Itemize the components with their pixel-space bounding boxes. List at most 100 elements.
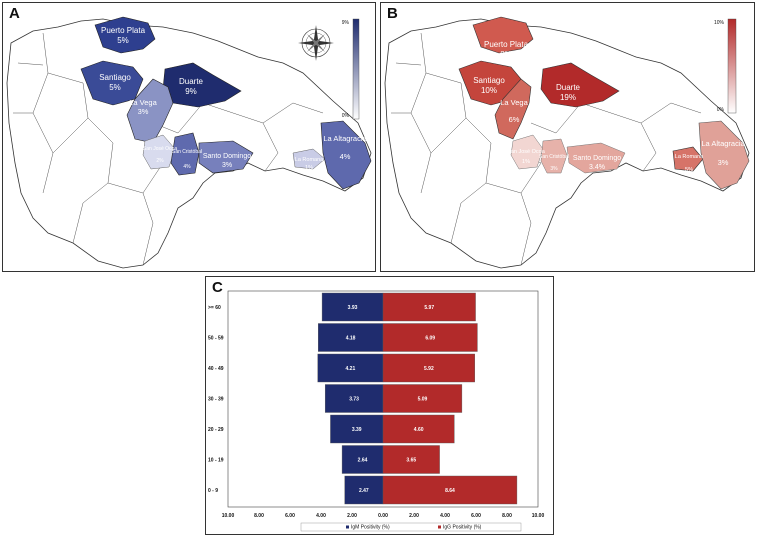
panel-c-chart: C 3.93 5.97 4.18 6.09 4.21 5.92 3.73 5.09 3.39 4.… bbox=[205, 276, 554, 535]
b-label-la-altagracia-value: 3% bbox=[718, 158, 729, 167]
b-label-san-cristobal-value: 3% bbox=[550, 166, 558, 172]
bar-igg bbox=[382, 445, 440, 474]
a-label-la-altagracia-name: La Altagracia bbox=[323, 134, 367, 143]
bar-igm-label: 3.73 bbox=[349, 397, 359, 403]
a-label-la-altagracia-value: 4% bbox=[340, 152, 351, 161]
category-label: 30 - 39 bbox=[208, 397, 224, 403]
bar-igm bbox=[344, 475, 384, 505]
bar-igm bbox=[318, 323, 384, 352]
category-label: 10 - 19 bbox=[208, 458, 224, 464]
b-label-santiago-value: 10% bbox=[481, 86, 497, 95]
bar-igg-label: 5.09 bbox=[418, 397, 428, 403]
province-b-la-altagracia bbox=[698, 120, 750, 190]
legend-b-min: 0% bbox=[717, 107, 725, 113]
bar-igm-label: 4.18 bbox=[346, 336, 356, 342]
bar-igm bbox=[321, 292, 384, 322]
bar-igg bbox=[382, 384, 463, 413]
x-tick-label: 2.00 bbox=[409, 513, 419, 519]
category-label: 0 - 9 bbox=[208, 488, 218, 494]
bar-igg bbox=[382, 475, 518, 505]
province-san-cristobal bbox=[170, 132, 200, 176]
b-label-la-vega-name: La Vega bbox=[500, 98, 528, 107]
province-la-altagracia bbox=[320, 120, 372, 190]
legend-igm-swatch bbox=[346, 525, 349, 529]
a-label-puerto-plata-value: 5% bbox=[117, 36, 129, 45]
province-b-la-romana bbox=[672, 146, 704, 172]
a-label-santiago-name: Santiago bbox=[99, 73, 131, 82]
province-la-vega bbox=[126, 78, 174, 144]
bar-igm bbox=[341, 445, 384, 474]
x-tick-label: 2.00 bbox=[347, 513, 357, 519]
b-label-san-jose-ocoa-value: 1% bbox=[522, 159, 530, 165]
b-label-santiago-name: Santiago bbox=[473, 76, 505, 85]
chart-legend: IgM Positivity (%) IgG Positivity (%) bbox=[300, 522, 522, 532]
bar-igg-label: 6.09 bbox=[425, 336, 435, 342]
x-tick-label: 4.00 bbox=[316, 513, 326, 519]
b-label-la-altagracia-name: La Altagracia bbox=[701, 139, 745, 148]
bar-igg bbox=[382, 292, 476, 322]
a-label-la-romana-name: La Romana bbox=[295, 157, 324, 163]
bar-igg-label: 3.65 bbox=[406, 458, 416, 464]
x-tick-label: 10.00 bbox=[532, 513, 545, 519]
province-b-san-cristobal bbox=[540, 138, 568, 174]
a-label-la-vega-name: La Vega bbox=[129, 98, 157, 107]
panel-b-map: B Puerto Plata 8% Santiago 10% Duarte bbox=[380, 2, 755, 272]
x-tick-label: 6.00 bbox=[285, 513, 295, 519]
compass-icon bbox=[298, 25, 334, 61]
category-label: >= 60 bbox=[208, 305, 221, 311]
a-label-la-vega-value: 3% bbox=[138, 107, 149, 116]
map-b-svg: Puerto Plata 8% Santiago 10% Duarte 19% … bbox=[384, 16, 750, 269]
a-label-la-romana-value: 1% bbox=[305, 165, 313, 171]
legend-igm-label: IgM Positivity (%) bbox=[351, 525, 390, 531]
b-label-duarte-name: Duarte bbox=[556, 83, 581, 92]
a-label-san-jose-ocoa-name: San José Ocoa bbox=[143, 146, 177, 152]
bar-igm bbox=[324, 384, 384, 413]
a-label-duarte-name: Duarte bbox=[179, 77, 204, 86]
b-label-la-romana-name: La Romana bbox=[675, 154, 704, 160]
legend-b-colorbar bbox=[727, 18, 737, 114]
legend-a-colorbar bbox=[352, 18, 360, 120]
legend-b-max: 10% bbox=[714, 20, 725, 26]
category-label: 20 - 29 bbox=[208, 427, 224, 433]
a-label-duarte-value: 9% bbox=[185, 87, 197, 96]
x-tick-label: 6.00 bbox=[471, 513, 481, 519]
panel-a-map: A Puerto Plata 5% Santiago bbox=[2, 2, 376, 272]
pyramid-chart: 3.93 5.97 4.18 6.09 4.21 5.92 3.73 5.09 3.39 4.60… bbox=[208, 290, 545, 532]
a-label-san-jose-ocoa-value: 2% bbox=[156, 158, 164, 164]
bar-igg-label: 8.64 bbox=[445, 488, 455, 494]
x-tick-label: 8.00 bbox=[254, 513, 264, 519]
a-label-puerto-plata-name: Puerto Plata bbox=[101, 26, 146, 35]
a-label-san-cristobal-value: 4% bbox=[183, 164, 191, 170]
legend-a-min: 0% bbox=[342, 113, 350, 119]
bar-igg-label: 4.60 bbox=[414, 427, 424, 433]
province-santiago bbox=[80, 60, 144, 106]
b-label-duarte-value: 19% bbox=[560, 93, 576, 102]
panel-a-letter: A bbox=[9, 5, 20, 22]
b-label-la-vega-value: 6% bbox=[509, 115, 520, 124]
a-label-santiago-value: 5% bbox=[109, 83, 121, 92]
b-label-santo-domingo-value: 3.4% bbox=[589, 164, 605, 171]
province-puerto-plata bbox=[94, 16, 156, 54]
province-b-puerto-plata bbox=[472, 16, 534, 54]
x-tick-label: 10.00 bbox=[222, 513, 235, 519]
category-label: 40 - 49 bbox=[208, 366, 224, 372]
legend-igg-label: IgG Positivity (%) bbox=[443, 525, 482, 531]
province-b-la-vega bbox=[494, 78, 532, 140]
province-santo-domingo bbox=[198, 140, 254, 174]
legend-igg-swatch bbox=[438, 525, 441, 529]
province-b-san-jose-ocoa bbox=[510, 134, 544, 170]
bar-igm-label: 3.93 bbox=[348, 305, 358, 311]
bar-igg bbox=[382, 414, 455, 444]
a-label-san-cristobal-name: San Cristóbal bbox=[172, 149, 202, 155]
bar-igm-label: 4.21 bbox=[346, 366, 356, 372]
bar-igg-label: 5.97 bbox=[424, 305, 434, 311]
map-a-svg: Puerto Plata 5% Santiago 5% Duarte 9% La… bbox=[6, 16, 372, 269]
b-label-puerto-plata-value: 8% bbox=[500, 50, 512, 59]
bar-igg bbox=[382, 323, 478, 352]
bar-igm bbox=[330, 414, 384, 444]
map-b-outline bbox=[384, 18, 750, 269]
panel-c-letter: C bbox=[212, 279, 223, 296]
b-label-san-cristobal-name: San Cristóbal bbox=[539, 154, 569, 160]
province-b-duarte bbox=[540, 62, 620, 108]
bar-igm-label: 2.64 bbox=[358, 458, 368, 464]
